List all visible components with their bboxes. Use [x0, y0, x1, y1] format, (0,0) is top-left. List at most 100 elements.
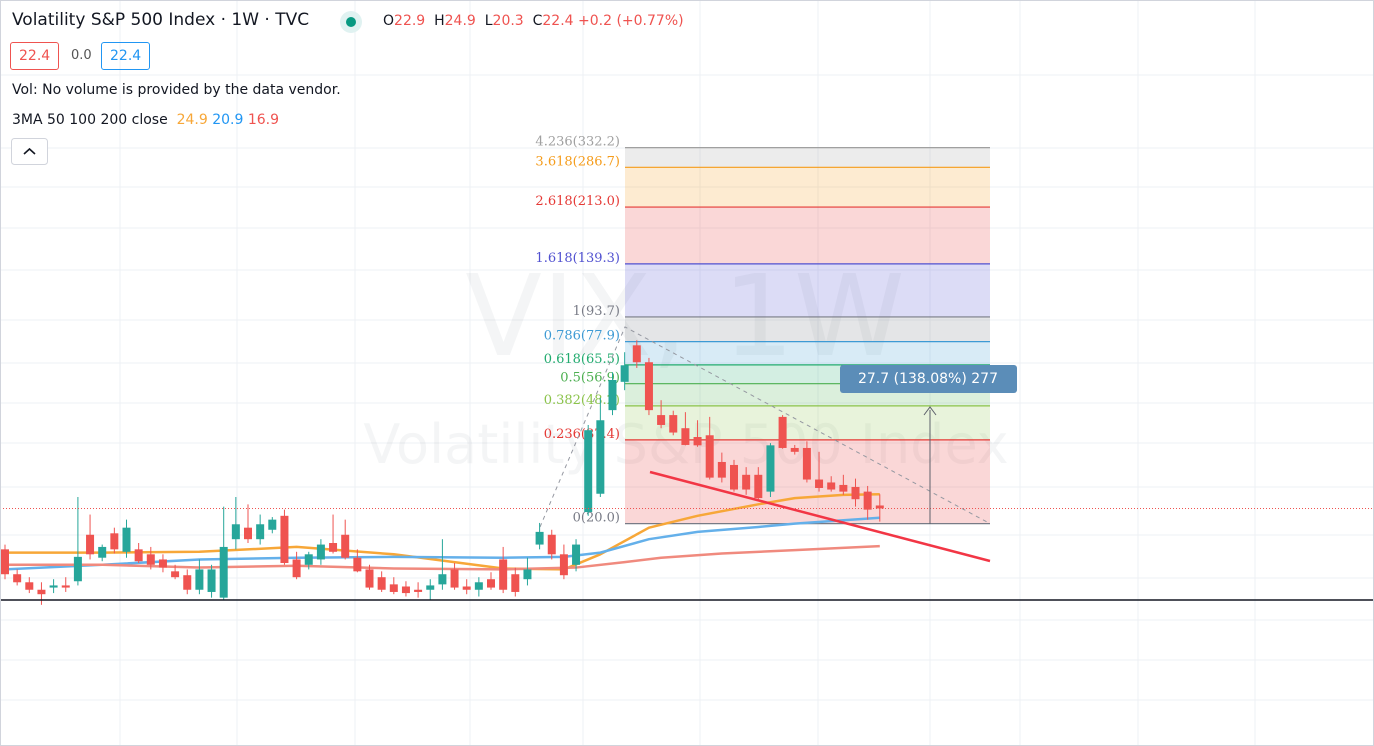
candle-body [414, 589, 423, 592]
change: +0.2 (+0.77%) [578, 13, 684, 29]
candle-body [256, 524, 265, 540]
ohlc-letter: O [383, 13, 395, 29]
fib-band [625, 263, 990, 317]
candle-body [341, 534, 350, 558]
candle-body [13, 574, 22, 583]
candle-body [730, 464, 738, 490]
candle-body [802, 447, 811, 480]
candle-body [815, 479, 824, 488]
fib-band [625, 207, 990, 264]
candle-body [851, 486, 860, 500]
measure-label: 27.7 (138.08%) 277 [858, 371, 998, 387]
collapse-button[interactable] [11, 138, 48, 165]
candle-body [37, 589, 46, 595]
candle-body [559, 554, 568, 576]
ohlc-letter: C [532, 13, 543, 29]
candle-body [316, 544, 325, 560]
candle-body [110, 533, 119, 550]
candle-body [657, 415, 666, 425]
candle-body [1, 549, 9, 575]
candle-body [195, 569, 204, 590]
fib-label: 0(20.0) [573, 511, 620, 526]
fib-label: 3.618(286.7) [535, 154, 620, 169]
candle-body [268, 519, 277, 530]
fib-band [625, 167, 990, 208]
candle-body [25, 582, 34, 590]
candle-body [134, 549, 143, 562]
candle-body [754, 474, 763, 499]
candle-body [401, 586, 410, 594]
candle-body [742, 474, 751, 490]
candle-body [790, 447, 799, 452]
candle-body [705, 435, 714, 478]
candle-body [499, 559, 508, 590]
candle-body [86, 534, 95, 555]
ma-legend: 3MA 50 100 200 close 24.9 20.9 16.9 [12, 112, 279, 128]
sell-price[interactable]: 22.4 [10, 42, 60, 70]
candle-body [487, 579, 495, 588]
candle-body [304, 554, 313, 565]
spread: 0.0 [71, 48, 92, 63]
candle-body [329, 543, 338, 552]
fib-trendline [539, 326, 991, 528]
status-dot [340, 11, 362, 33]
fib-label: 0.5(56.9) [560, 371, 620, 386]
candle-body [547, 534, 556, 555]
ohlc-value: 20.3 [492, 13, 524, 29]
candle-body [377, 577, 386, 590]
ma-value: 24.9 [176, 112, 208, 128]
candle-body [632, 345, 641, 363]
candle-body [98, 546, 107, 558]
candle-body [863, 491, 872, 510]
candle-body [511, 574, 520, 592]
candle-body [778, 416, 787, 448]
candle-body [365, 569, 374, 588]
candle-body [827, 482, 836, 490]
volume-note: Vol: No volume is provided by the data v… [12, 82, 341, 98]
measure-arrowhead [923, 406, 937, 416]
candle-body [292, 559, 301, 578]
candle-body [693, 437, 702, 446]
candle-body [73, 556, 82, 582]
ohlc-letter: L [484, 13, 493, 29]
candle-body [839, 484, 848, 492]
candle-body [875, 505, 884, 509]
candle-body [523, 569, 532, 580]
ohlc-value: 24.9 [444, 13, 476, 29]
trend-line [649, 470, 991, 563]
candle-body [766, 445, 775, 492]
ohlc-letter: H [434, 13, 445, 29]
buy-price[interactable]: 22.4 [101, 42, 151, 70]
candle-body [49, 585, 58, 588]
candle-body [231, 524, 240, 540]
candle-body [572, 544, 581, 565]
candle-body [681, 428, 690, 445]
candle-body [596, 420, 605, 494]
candle-body [389, 584, 398, 592]
fib-band [625, 405, 990, 440]
candle-body [450, 569, 459, 588]
candle-body [717, 461, 726, 478]
ma-value: 16.9 [247, 112, 280, 128]
fib-band [625, 341, 990, 365]
fib-band [625, 316, 990, 342]
ohlc-value: 22.9 [394, 13, 426, 29]
candle-body [620, 365, 629, 382]
ohlc-value: 22.4 [542, 13, 574, 29]
ma-value: 20.9 [212, 112, 244, 128]
fib-label: 4.236(332.2) [535, 135, 620, 150]
candle-body [438, 574, 447, 585]
fib-label: 0.618(65.5) [544, 352, 620, 367]
ohlc-legend: O22.9 H24.9 L20.3 C22.4 +0.2 (+0.77%) [383, 13, 684, 29]
candle-body [219, 546, 228, 598]
candle-body [146, 554, 155, 565]
candle-body [207, 569, 216, 592]
candle-body [669, 415, 678, 433]
candle-body [462, 586, 471, 590]
candle-body [535, 531, 544, 545]
symbol-title[interactable]: Volatility S&P 500 Index · 1W · TVC [12, 10, 310, 30]
candle-body [474, 582, 483, 590]
fib-label: 0.382(48.2) [544, 393, 620, 408]
